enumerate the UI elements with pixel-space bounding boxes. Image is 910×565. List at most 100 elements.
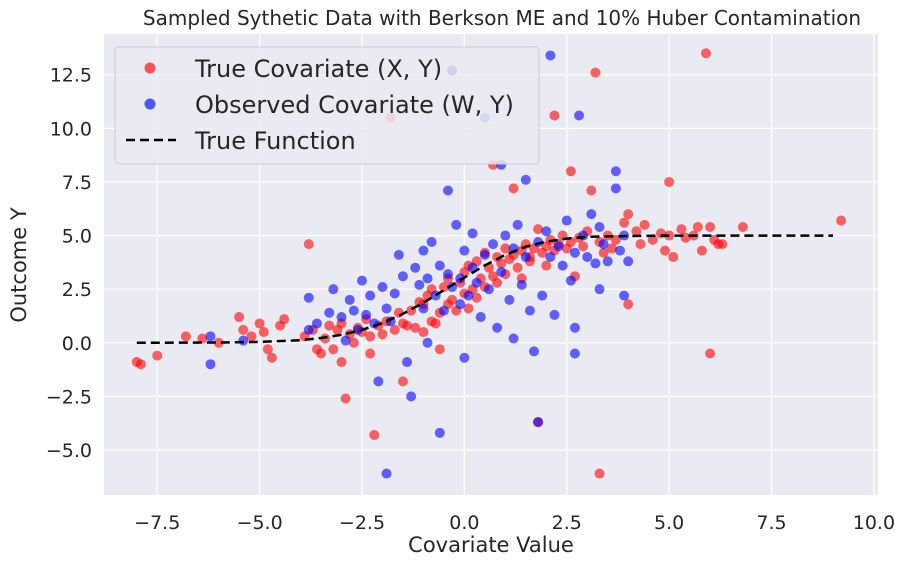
observed-covariate-point <box>504 294 515 305</box>
observed-covariate-point <box>455 273 466 284</box>
true-covariate-point <box>369 429 380 440</box>
legend-marker-true-covariate <box>144 62 156 74</box>
observed-covariate-point <box>602 256 613 267</box>
true-covariate-point <box>541 260 552 271</box>
legend-label-observed-covariate: Observed Covariate (W, Y) <box>195 91 514 119</box>
x-tick-label: −2.5 <box>339 512 385 534</box>
true-covariate-point <box>430 318 441 329</box>
observed-covariate-point <box>381 468 392 479</box>
observed-covariate-point <box>205 359 216 370</box>
observed-covariate-point <box>541 226 552 237</box>
observed-covariate-point <box>422 273 433 284</box>
observed-covariate-point <box>426 236 437 247</box>
observed-covariate-point <box>422 337 433 348</box>
x-tick-label: 5.0 <box>654 512 684 534</box>
observed-covariate-point <box>569 348 580 359</box>
observed-covariate-point <box>471 277 482 288</box>
observed-covariate-point <box>565 275 576 286</box>
series-layer <box>131 48 847 479</box>
observed-covariate-point <box>455 299 466 310</box>
true-covariate-point <box>496 258 507 269</box>
observed-covariate-point <box>348 305 359 316</box>
observed-covariate-point <box>418 303 429 314</box>
observed-covariate-point <box>377 282 388 293</box>
true-covariate-point <box>647 234 658 245</box>
observed-covariate-point <box>500 230 511 241</box>
true-covariate-point <box>598 247 609 258</box>
true-covariate-point <box>340 393 351 404</box>
observed-covariate-point <box>393 249 404 260</box>
true-function-line <box>136 234 833 345</box>
observed-covariate-point <box>590 258 601 269</box>
true-covariate-point <box>590 67 601 78</box>
true-covariate-point <box>701 48 711 59</box>
observed-covariate-point <box>361 309 372 320</box>
true-covariate-point <box>578 241 589 252</box>
true-covariate-point <box>549 110 560 121</box>
true-covariate-point <box>594 468 605 479</box>
true-covariate-point <box>705 348 716 359</box>
observed-covariate-point <box>303 292 314 303</box>
true-covariate-point <box>254 318 265 329</box>
observed-covariate-point <box>533 417 544 428</box>
true-covariate-point <box>336 357 347 368</box>
y-tick-label: −5.0 <box>46 440 92 462</box>
observed-covariate-point <box>520 174 531 185</box>
y-axis-title: Outcome Y <box>7 207 31 323</box>
observed-covariate-point <box>479 249 490 260</box>
observed-covariate-point <box>524 305 535 316</box>
true-covariate-point <box>246 331 257 342</box>
observed-covariate-point <box>365 290 376 301</box>
true-covariate-point <box>410 322 421 333</box>
series-2 <box>136 234 833 345</box>
true-covariate-point <box>512 262 523 273</box>
observed-covariate-point <box>578 230 589 241</box>
observed-covariate-point <box>561 215 572 226</box>
y-tick-label: 7.5 <box>62 172 92 194</box>
true-covariate-point <box>737 221 748 232</box>
y-tick-label: 2.5 <box>62 279 92 301</box>
observed-covariate-point <box>512 219 523 230</box>
true-covariate-point <box>418 327 429 338</box>
true-covariate-point <box>533 224 544 235</box>
observed-covariate-point <box>443 185 453 196</box>
x-tick-label: −5.0 <box>237 512 283 534</box>
observed-covariate-point <box>545 251 556 262</box>
observed-covariate-point <box>205 331 216 342</box>
x-tick-label: 0.0 <box>449 512 479 534</box>
ticks: −7.5 −5.0 −2.5 0.0 2.5 5.0 7.5 10.0 −5.0 −2.5 0.0 2… <box>46 65 895 534</box>
observed-covariate-point <box>434 427 445 438</box>
observed-covariate-point <box>508 333 519 344</box>
true-covariate-point <box>836 215 847 226</box>
true-covariate-point <box>692 221 703 232</box>
observed-covariate-point <box>463 290 474 301</box>
observed-covariate-point <box>475 312 486 323</box>
observed-covariate-point <box>303 324 314 335</box>
true-covariate-point <box>266 352 277 363</box>
observed-covariate-point <box>414 279 425 290</box>
true-covariate-point <box>696 245 707 256</box>
observed-covariate-point <box>615 245 625 256</box>
observed-covariate-point <box>459 352 470 363</box>
observed-covariate-point <box>336 312 347 323</box>
true-covariate-point <box>623 299 634 310</box>
true-covariate-point <box>377 329 388 340</box>
true-covariate-point <box>197 333 208 344</box>
legend-label-true-covariate: True Covariate (X, Y) <box>194 55 442 83</box>
observed-covariate-point <box>549 309 560 320</box>
observed-covariate-point <box>610 183 621 194</box>
true-covariate-point <box>365 348 376 359</box>
observed-covariate-point <box>410 262 421 273</box>
x-tick-label: 10.0 <box>853 512 895 534</box>
observed-covariate-point <box>557 260 568 271</box>
true-covariate-point <box>623 209 634 220</box>
true-covariate-point <box>463 303 474 314</box>
true-covariate-point <box>586 185 597 196</box>
observed-covariate-point <box>238 335 249 346</box>
legend-label-true-function: True Function <box>194 127 356 155</box>
observed-covariate-point <box>352 324 363 335</box>
observed-covariate-point <box>402 357 413 368</box>
true-covariate-point <box>397 376 408 387</box>
observed-covariate-point <box>438 305 449 316</box>
true-covariate-point <box>492 277 503 288</box>
